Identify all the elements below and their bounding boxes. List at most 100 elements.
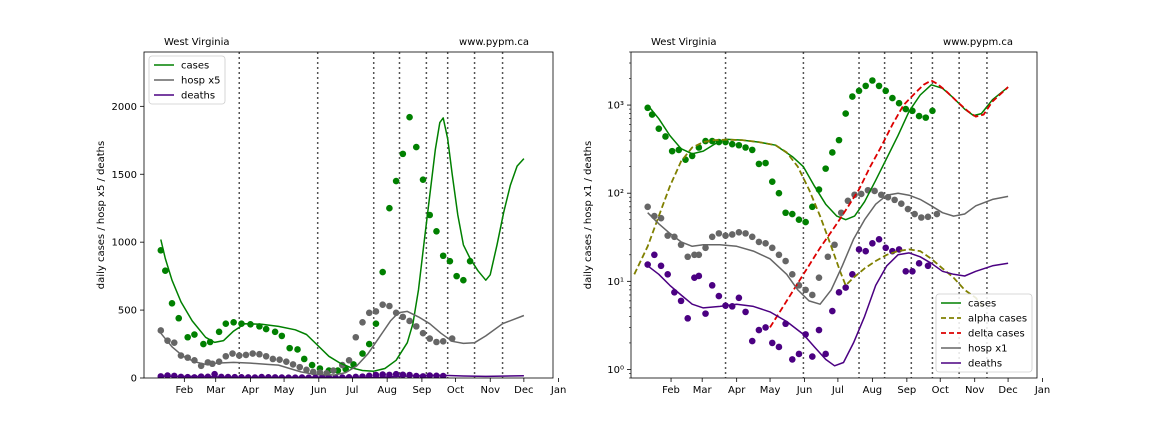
region-annotation: West Virginia	[651, 37, 716, 48]
y-tick-label: 10³	[607, 101, 624, 112]
data-point	[822, 350, 829, 358]
data-point	[419, 329, 427, 337]
data-point	[684, 253, 692, 261]
series-line	[160, 310, 525, 376]
data-point	[788, 271, 796, 278]
data-point	[200, 340, 207, 348]
data-point	[256, 350, 263, 358]
data-point	[271, 328, 279, 336]
chart-panel-1: Feb Mar Apr May Jun Jul Aug Sep Oct Nov Dec Jan 0 500…	[96, 37, 566, 396]
data-point	[762, 240, 769, 247]
data-point	[276, 356, 283, 363]
data-point	[768, 339, 776, 347]
data-point	[904, 205, 912, 213]
data-point	[782, 257, 789, 265]
data-point	[399, 150, 407, 158]
data-point	[882, 87, 890, 95]
data-point	[229, 350, 236, 357]
data-point	[439, 338, 447, 345]
data-point	[294, 346, 301, 353]
data-point	[175, 314, 183, 322]
data-point	[372, 308, 380, 315]
x-tick-label: May	[760, 385, 781, 396]
data-point	[831, 241, 838, 249]
y-axis-label: daily cases / hosp x5 / deaths	[96, 141, 107, 289]
data-point	[768, 178, 776, 186]
data-point	[386, 204, 393, 212]
data-point	[849, 93, 856, 100]
data-point	[365, 372, 373, 378]
data-point	[829, 307, 836, 315]
legend-box	[935, 293, 1033, 373]
data-point	[728, 231, 736, 238]
data-point	[695, 272, 703, 280]
data-point	[795, 282, 803, 289]
x-tick-label: Aug	[377, 385, 397, 396]
data-point	[708, 233, 716, 241]
data-point	[855, 87, 863, 95]
x-tick-label: Apr	[728, 385, 746, 396]
data-point	[849, 271, 856, 278]
data-point	[842, 110, 849, 117]
data-point	[677, 297, 685, 305]
data-point	[795, 350, 803, 358]
data-point	[728, 140, 736, 148]
data-point	[795, 216, 803, 224]
data-point	[466, 257, 474, 265]
source-annotation: www.pypm.ca	[943, 37, 1013, 48]
data-point	[702, 310, 709, 317]
data-point	[815, 326, 823, 334]
data-point	[379, 268, 386, 276]
data-point	[211, 370, 218, 378]
legend-label: cases	[181, 61, 209, 72]
data-point	[399, 313, 407, 321]
data-point	[308, 361, 316, 369]
data-point	[453, 272, 460, 280]
data-point	[675, 146, 683, 154]
y-tick-label: 0	[131, 374, 137, 385]
data-point	[929, 107, 936, 115]
data-point	[869, 77, 876, 84]
data-point	[918, 214, 925, 221]
data-point	[392, 177, 400, 185]
x-tick-label: Nov	[480, 385, 500, 396]
region-annotation: West Virginia	[164, 37, 229, 48]
data-point	[262, 325, 270, 333]
data-point	[386, 302, 393, 310]
data-point	[352, 333, 360, 341]
data-point	[168, 299, 176, 307]
data-point	[902, 267, 910, 275]
data-point	[842, 284, 849, 291]
y-tick-label: 10¹	[607, 277, 624, 288]
x-tick-label: Jul	[831, 385, 844, 396]
data-point	[829, 149, 836, 156]
data-point	[269, 355, 277, 363]
x-tick-label: Jun	[796, 385, 813, 396]
data-point	[406, 317, 413, 325]
data-point	[722, 232, 729, 239]
x-tick-label: Apr	[242, 385, 260, 396]
x-tick-label: Aug	[863, 385, 883, 396]
data-point	[664, 271, 672, 278]
data-point	[735, 294, 743, 302]
data-point	[372, 320, 380, 327]
data-point	[855, 246, 863, 253]
data-point	[902, 105, 910, 113]
data-point	[922, 114, 930, 121]
data-point	[644, 203, 651, 211]
data-point	[748, 146, 756, 154]
data-point	[684, 315, 692, 322]
y-tick-label: 500	[118, 306, 137, 317]
data-point	[651, 251, 658, 259]
legend-label: delta cases	[968, 329, 1025, 340]
data-point	[426, 335, 434, 342]
data-point	[406, 113, 413, 121]
data-point	[735, 141, 743, 149]
data-point	[895, 99, 903, 107]
data-point	[762, 324, 769, 331]
data-point	[862, 247, 870, 255]
data-point	[412, 323, 420, 330]
data-point	[433, 228, 440, 235]
x-tick-label: Jun	[310, 385, 327, 396]
